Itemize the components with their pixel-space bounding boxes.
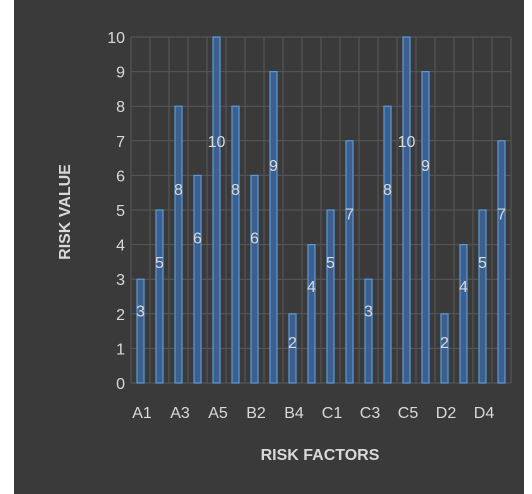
data-label-D2: 2 <box>440 335 449 352</box>
x-tick-label: B2 <box>246 405 266 422</box>
y-tick-label: 5 <box>116 203 125 220</box>
y-tick-label: 2 <box>116 307 125 324</box>
bar-A1 <box>136 278 145 384</box>
y-tick-label: 1 <box>116 341 125 358</box>
bar-D4 <box>478 209 487 384</box>
y-tick-label: 4 <box>116 238 125 255</box>
bar-D5 <box>497 140 506 384</box>
data-label-C3: 3 <box>364 303 373 320</box>
bar-A4 <box>193 174 202 384</box>
chart-panel: 0 1 2 3 4 5 6 7 8 9 10 A1 A3 A5 B2 B4 C1 C3 C5 D2 D4 3 5 8 6 10… <box>14 0 524 494</box>
data-label-D4: 5 <box>478 255 487 272</box>
x-tick-label: D2 <box>436 405 457 422</box>
y-tick-label: 7 <box>116 134 125 151</box>
bar-B3 <box>269 70 278 384</box>
x-tick-label: C5 <box>398 405 419 422</box>
bar-A2 <box>155 209 164 384</box>
data-label-A1: 3 <box>136 303 145 320</box>
bar-B5 <box>307 244 316 384</box>
bar-A5 <box>212 36 221 384</box>
bar-D1 <box>421 70 430 384</box>
data-label-D3: 4 <box>459 279 468 296</box>
x-tick-label: A1 <box>132 405 152 422</box>
data-label-A2: 5 <box>155 255 164 272</box>
bar-C3 <box>364 278 373 384</box>
x-tick-label: A5 <box>208 405 228 422</box>
x-axis-title: RISK FACTORS <box>261 447 380 464</box>
bar-B2 <box>250 174 259 384</box>
bar-B4 <box>288 313 297 384</box>
bar-D2 <box>440 313 449 384</box>
grid-lines <box>130 36 512 384</box>
y-tick-label: 8 <box>116 99 125 116</box>
bar-C4 <box>383 105 392 384</box>
bar-B1 <box>231 105 240 384</box>
x-tick-label: B4 <box>284 405 304 422</box>
y-tick-label: 10 <box>107 30 125 47</box>
data-label-D5: 7 <box>497 206 506 223</box>
data-label-C4: 8 <box>383 182 392 199</box>
bars <box>136 36 506 384</box>
x-tick-label: C3 <box>360 405 381 422</box>
y-tick-label: 6 <box>116 168 125 185</box>
bar-A3 <box>174 105 183 384</box>
x-tick-label: A3 <box>170 405 190 422</box>
y-tick-label: 9 <box>116 65 125 82</box>
data-label-C5: 10 <box>398 134 416 151</box>
data-label-C1: 5 <box>326 255 335 272</box>
data-label-B2: 6 <box>250 231 259 248</box>
data-label-D1: 9 <box>421 158 430 175</box>
x-tick-labels: A1 A3 A5 B2 B4 C1 C3 C5 D2 D4 <box>132 405 494 422</box>
bar-C2 <box>345 140 354 384</box>
bar-D3 <box>459 244 468 384</box>
y-tick-labels: 0 1 2 3 4 5 6 7 8 9 10 <box>107 30 125 393</box>
y-tick-label: 3 <box>116 272 125 289</box>
data-label-A5: 10 <box>208 134 226 151</box>
data-label-A3: 8 <box>174 182 183 199</box>
y-axis-title: RISK VALUE <box>57 164 74 260</box>
y-tick-label: 0 <box>116 376 125 393</box>
data-label-B5: 4 <box>307 279 316 296</box>
bar-C5 <box>402 36 411 384</box>
x-tick-label: C1 <box>322 405 343 422</box>
x-tick-label: D4 <box>474 405 495 422</box>
data-label-A4: 6 <box>193 231 202 248</box>
bar-C1 <box>326 209 335 384</box>
data-label-B3: 9 <box>269 158 278 175</box>
data-label-C2: 7 <box>345 206 354 223</box>
data-label-B4: 2 <box>288 335 297 352</box>
data-label-B1: 8 <box>231 182 240 199</box>
